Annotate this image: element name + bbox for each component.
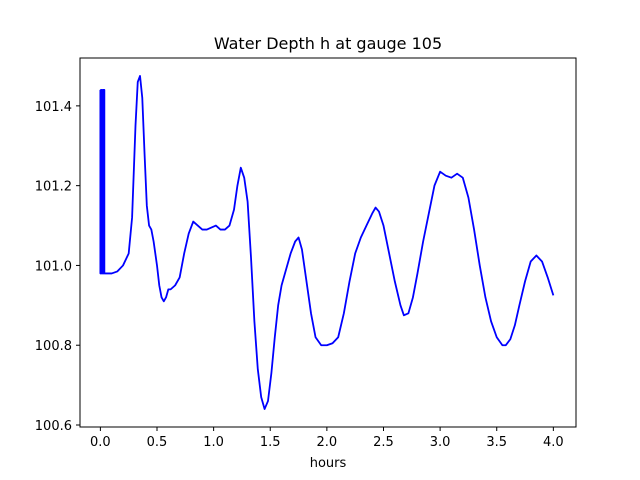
chart-title: Water Depth h at gauge 105	[214, 34, 442, 53]
x-axis: 0.0 0.5 1.0 1.5 2.0 2.5 3.0 3.5 4.0	[90, 427, 564, 450]
y-tick-label: 101.4	[35, 100, 72, 115]
x-tick-label: 3.0	[430, 435, 451, 450]
x-tick-label: 1.0	[203, 435, 224, 450]
x-tick-label: 3.5	[486, 435, 507, 450]
series-line-0	[99, 75, 555, 410]
y-tick-label: 101.2	[35, 180, 72, 195]
series-layer	[99, 75, 555, 410]
y-axis: 100.6 100.8 101.0 101.2 101.4	[35, 100, 80, 434]
x-tick-label: 1.5	[260, 435, 281, 450]
y-tick-label: 101.0	[35, 259, 72, 274]
y-tick-label: 100.6	[35, 419, 72, 434]
x-tick-label: 0.0	[90, 435, 111, 450]
x-tick-label: 2.5	[373, 435, 394, 450]
x-tick-label: 2.0	[317, 435, 338, 450]
x-axis-label: hours	[310, 456, 347, 471]
x-tick-label: 0.5	[147, 435, 168, 450]
plot-frame	[79, 57, 577, 428]
x-tick-label: 4.0	[543, 435, 564, 450]
y-tick-label: 100.8	[35, 339, 72, 354]
